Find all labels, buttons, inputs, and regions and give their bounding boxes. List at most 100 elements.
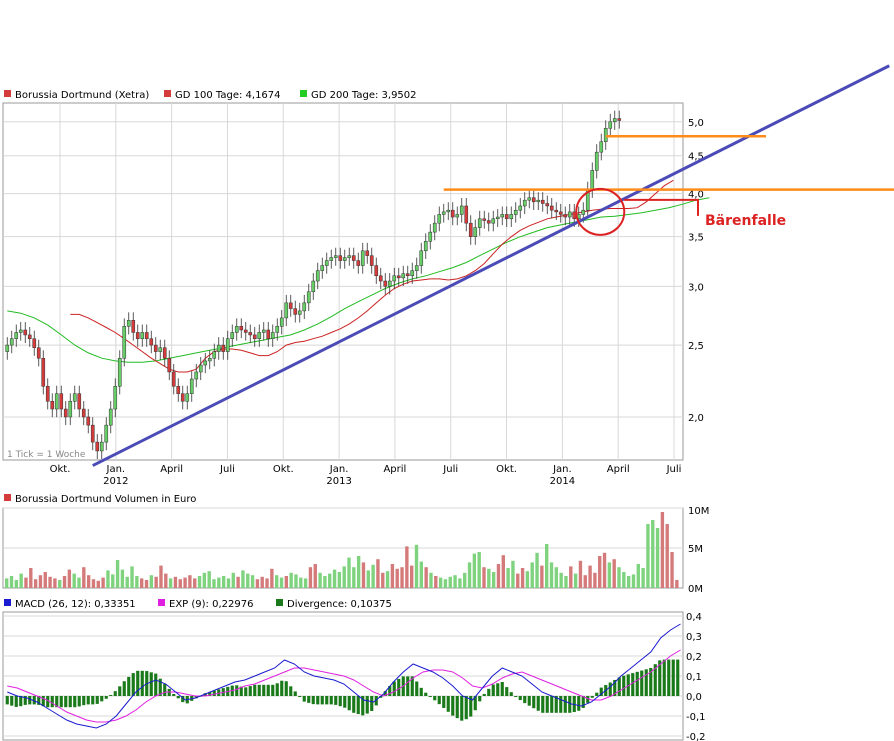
candle-body [90, 424, 95, 443]
divergence-bar [307, 696, 311, 703]
volume-bar [540, 565, 544, 588]
candle-body [617, 118, 622, 121]
volume-bar [231, 572, 235, 588]
candle-body [518, 205, 523, 211]
candle-body [428, 231, 433, 242]
volume-bar [53, 578, 57, 588]
candle-body [189, 378, 194, 394]
divergence-bar [631, 673, 635, 696]
divergence-bar [491, 684, 495, 696]
candle-body [297, 310, 302, 315]
divergence-bar [109, 694, 113, 696]
divergence-bar [257, 684, 261, 696]
legend-gd100: GD 100 Tage: 4,1674 [175, 90, 281, 101]
divergence-bar [500, 682, 504, 696]
volume-bar [641, 568, 645, 588]
macd-y-tick-label: 0,0 [686, 692, 702, 703]
volume-bar [390, 564, 395, 588]
candle-body [171, 371, 176, 387]
divergence-bar [676, 659, 680, 696]
candle-body [315, 270, 320, 282]
divergence-bar [419, 687, 423, 696]
candle-body [77, 393, 82, 410]
volume-panel: Borussia Dortmund Volumen in Euro 10M 5M… [2, 494, 709, 595]
volume-bar [665, 524, 669, 588]
volume-bar [265, 578, 269, 588]
volume-bar [487, 568, 491, 588]
volume-bar [564, 576, 568, 588]
candle-body [149, 338, 154, 346]
divergence-bar [140, 670, 144, 696]
candle-body [473, 227, 478, 237]
price-legend: Borussia Dortmund (Xetra) GD 100 Tage: 4… [4, 90, 417, 101]
divergence-bar [104, 696, 108, 699]
candle-body [230, 332, 235, 339]
divergence-bar [127, 676, 131, 696]
volume-bar [491, 572, 496, 588]
legend-swatch-volume [4, 494, 11, 501]
divergence-bar [253, 684, 257, 696]
candle-body [36, 347, 41, 359]
volume-bar [154, 576, 158, 588]
candle-body [477, 218, 482, 228]
candle-body [144, 332, 149, 339]
price-x-tick-label: Jan. [329, 464, 349, 475]
volume-bar [511, 560, 515, 588]
price-x-tick-label: April [607, 464, 630, 475]
divergence-bar [95, 696, 99, 704]
candle-body [464, 205, 469, 224]
candle-body [167, 357, 172, 373]
candle-body [216, 344, 221, 352]
volume-bar [467, 562, 472, 588]
legend-divergence: Divergence: 0,10375 [287, 599, 392, 610]
price-x-tick-label: Juli [666, 464, 682, 475]
legend-swatch-price [4, 90, 11, 97]
divergence-bar [667, 659, 671, 696]
candle-body [32, 338, 37, 348]
divergence-bar [388, 686, 392, 696]
volume-bar [482, 567, 486, 588]
divergence-bar [298, 696, 302, 697]
candle-body [99, 441, 104, 452]
volume-tick-5m: 5M [688, 544, 703, 555]
volume-bar [260, 576, 264, 588]
divergence-bar [262, 684, 266, 696]
candle-body [459, 205, 464, 215]
candle-body [513, 209, 518, 215]
candle-body [342, 257, 347, 261]
candle-body [540, 199, 545, 204]
candle-body [531, 197, 536, 203]
candle-body [225, 338, 230, 352]
candle-body [549, 205, 554, 211]
candle-body [567, 211, 572, 218]
volume-bar [29, 568, 33, 588]
volume-bar [371, 564, 375, 588]
candle-body [374, 265, 379, 277]
volume-bar [101, 577, 105, 588]
macd-y-tick-label: -0,1 [686, 712, 706, 723]
candle-body [27, 334, 32, 339]
price-x-year-label: 2014 [550, 476, 575, 487]
candle-body [45, 386, 50, 402]
volume-bar [443, 579, 448, 588]
price-x-tick-label: Okt. [273, 464, 294, 475]
divergence-bar [608, 682, 612, 696]
candle-body [185, 393, 190, 402]
candle-body [275, 326, 280, 333]
divergence-bar [586, 696, 590, 703]
volume-bar [318, 572, 322, 588]
candle-body [594, 151, 599, 171]
legend-macd: MACD (26, 12): 0,33351 [15, 599, 136, 610]
divergence-bars [5, 659, 680, 721]
divergence-bar [640, 670, 644, 696]
volume-bar [289, 572, 293, 588]
volume-bar [448, 576, 452, 588]
divergence-bar [77, 696, 81, 707]
divergence-bar [338, 696, 342, 707]
volume-bar [670, 552, 674, 588]
macd-y-tick-label: 0,3 [686, 632, 702, 643]
candle-body [176, 386, 181, 394]
price-y-tick-label: 3,5 [688, 233, 704, 244]
